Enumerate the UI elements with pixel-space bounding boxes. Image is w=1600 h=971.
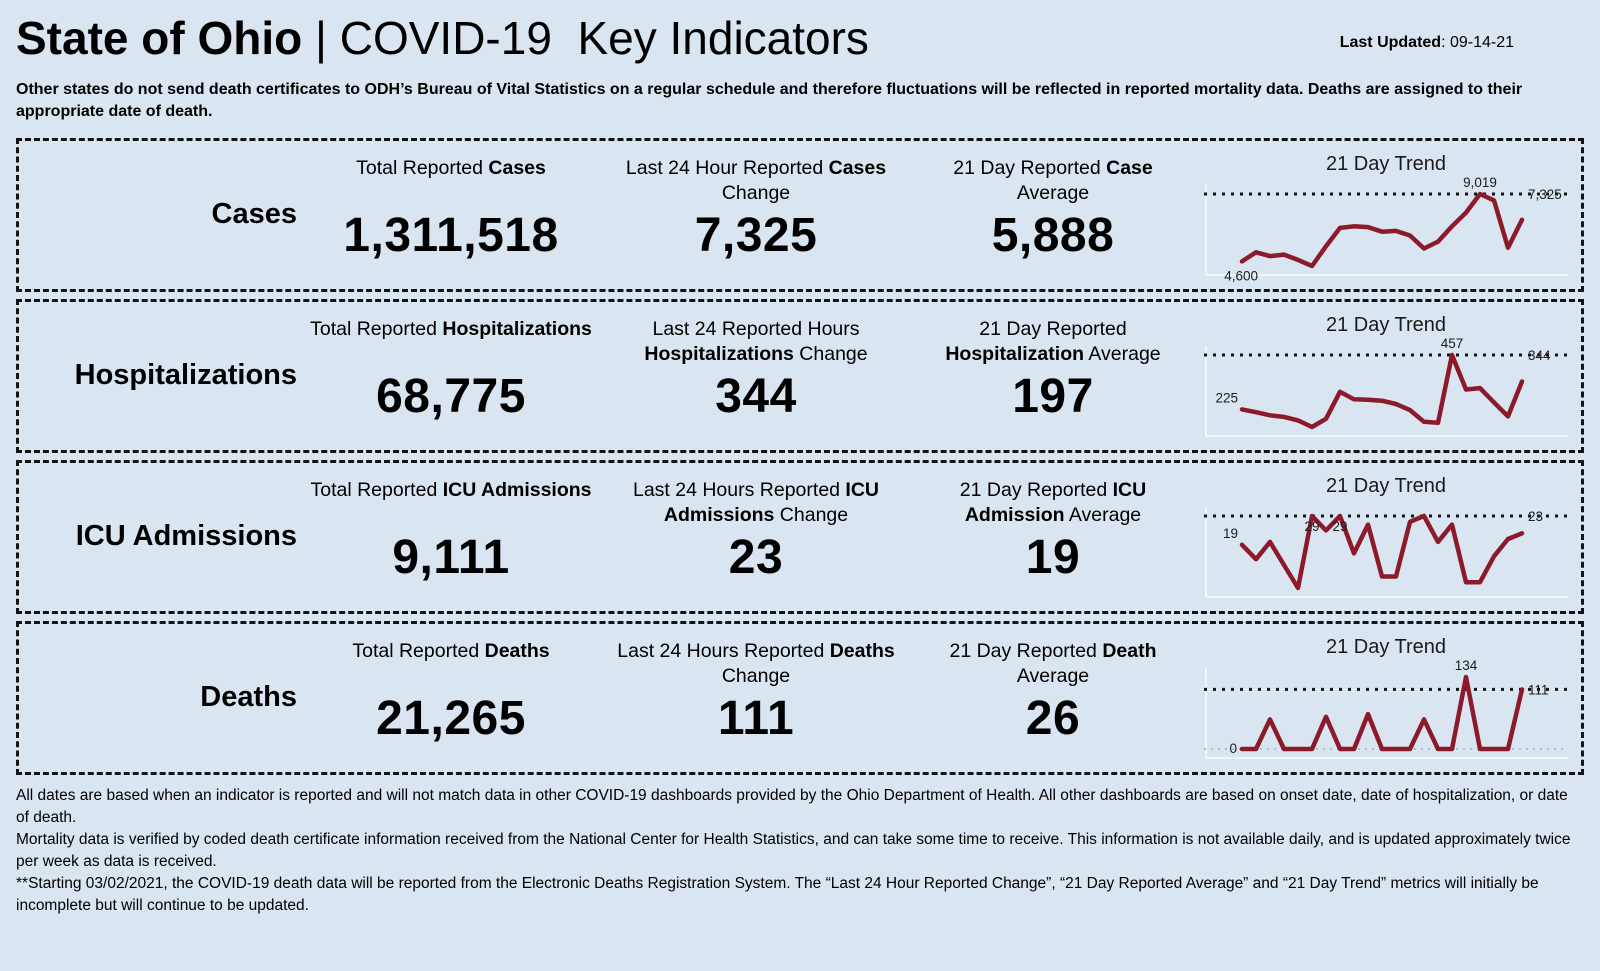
metric-value: 68,775 xyxy=(376,369,526,423)
metric-value: 197 xyxy=(1012,369,1094,423)
trend-title: 21 Day Trend xyxy=(1325,474,1447,497)
svg-text:4,600: 4,600 xyxy=(1224,268,1258,283)
deaths-trend-sparkline: 0 134 111 xyxy=(1204,658,1568,759)
svg-text:7,325: 7,325 xyxy=(1528,187,1562,202)
metric-header: Total Reported Deaths xyxy=(352,639,550,662)
header: State of Ohio | COVID-19 Key Indicators … xyxy=(16,0,1584,65)
trend-title: 21 Day Trend xyxy=(1325,313,1447,336)
svg-text:344: 344 xyxy=(1528,348,1551,363)
metric-header: 21 Day Reported Hospitalization Average xyxy=(945,317,1161,366)
hospitalizations-change-metric: Last 24 Reported Hours Hospitalizations … xyxy=(597,302,915,450)
svg-text:29: 29 xyxy=(1304,519,1319,534)
deaths-trend-panel: 21 Day Trend 0 134 111 xyxy=(1191,624,1581,772)
deaths-change-metric: Last 24 Hours Reported Deaths Change 111 xyxy=(597,624,915,772)
icu-admissions-panel: ICU Admissions Total Reported ICU Admiss… xyxy=(16,459,1584,614)
dashboard: State of Ohio | COVID-19 Key Indicators … xyxy=(16,0,1584,917)
metric-header: Total Reported Hospitalizations xyxy=(310,317,592,340)
trend-title: 21 Day Trend xyxy=(1325,152,1447,175)
svg-text:225: 225 xyxy=(1215,390,1238,405)
footer-note-dates: All dates are based when an indicator is… xyxy=(16,786,1568,826)
row-label-icu-admissions: ICU Admissions xyxy=(75,520,297,553)
indicator-rows: Cases Total Reported Cases 1,311,518 Las… xyxy=(16,137,1584,775)
cases-panel: Cases Total Reported Cases 1,311,518 Las… xyxy=(16,137,1584,292)
svg-text:111: 111 xyxy=(1528,682,1549,697)
metric-header: Last 24 Reported Hours Hospitalizations … xyxy=(644,317,868,366)
metric-value: 23 xyxy=(728,530,784,584)
metric-value: 5,888 xyxy=(991,208,1115,262)
hospitalizations-trend-sparkline: 225 457 344 xyxy=(1204,336,1568,437)
svg-text:19: 19 xyxy=(1223,525,1238,540)
row-label-cases: Cases xyxy=(211,198,297,231)
icu-trend-sparkline: 19 29 29 23 xyxy=(1204,506,1568,598)
cases-average-metric: 21 Day Reported Case Average 5,888 xyxy=(915,141,1191,289)
page-title: State of Ohio | COVID-19 Key Indicators xyxy=(16,12,869,64)
footer-notes: All dates are based when an indicator is… xyxy=(16,785,1576,917)
cases-trend-panel: 21 Day Trend 4,600 9,019 7,325 xyxy=(1191,141,1581,289)
cases-total-metric: Total Reported Cases 1,311,518 xyxy=(305,141,597,289)
metric-header: Last 24 Hour Reported Cases Change xyxy=(625,156,887,205)
cases-trend-sparkline: 4,600 9,019 7,325 xyxy=(1204,175,1568,283)
svg-text:0: 0 xyxy=(1229,741,1237,756)
last-updated: Last Updated: 09-14-21 xyxy=(1339,34,1514,51)
svg-text:23: 23 xyxy=(1528,509,1543,524)
metric-value: 9,111 xyxy=(392,530,510,584)
metric-header: Total Reported Cases xyxy=(356,156,546,179)
svg-text:457: 457 xyxy=(1441,336,1464,351)
mortality-disclaimer: Other states do not send death certifica… xyxy=(16,80,1523,121)
metric-value: 1,311,518 xyxy=(343,208,559,262)
svg-text:9,019: 9,019 xyxy=(1463,175,1497,190)
icu-total-metric: Total Reported ICU Admissions 9,111 xyxy=(305,463,597,611)
metric-value: 7,325 xyxy=(694,208,818,262)
metric-header: Last 24 Hours Reported Deaths Change xyxy=(617,639,895,688)
cases-change-metric: Last 24 Hour Reported Cases Change 7,325 xyxy=(597,141,915,289)
deaths-average-metric: 21 Day Reported Death Average 26 xyxy=(915,624,1191,772)
deaths-total-metric: Total Reported Deaths 21,265 xyxy=(305,624,597,772)
hospitalizations-panel: Hospitalizations Total Reported Hospital… xyxy=(16,298,1584,453)
metric-header: Last 24 Hours Reported ICU Admissions Ch… xyxy=(632,478,880,527)
deaths-panel: Deaths Total Reported Deaths 21,265 Last… xyxy=(16,620,1584,775)
metric-header: 21 Day Reported Death Average xyxy=(949,639,1157,688)
metric-value: 111 xyxy=(717,691,795,745)
footer-note-mortality: Mortality data is verified by coded deat… xyxy=(16,830,1571,870)
metric-header: 21 Day Reported ICU Admission Average xyxy=(959,478,1147,527)
row-label-deaths: Deaths xyxy=(200,681,297,714)
hospitalizations-trend-panel: 21 Day Trend 225 457 344 xyxy=(1191,302,1581,450)
metric-value: 344 xyxy=(715,369,797,423)
metric-value: 21,265 xyxy=(376,691,526,745)
footer-note-edrs: **Starting 03/02/2021, the COVID-19 deat… xyxy=(16,874,1539,914)
metric-value: 26 xyxy=(1025,691,1081,745)
hospitalizations-total-metric: Total Reported Hospitalizations 68,775 xyxy=(305,302,597,450)
icu-change-metric: Last 24 Hours Reported ICU Admissions Ch… xyxy=(597,463,915,611)
icu-average-metric: 21 Day Reported ICU Admission Average 19 xyxy=(915,463,1191,611)
icu-trend-panel: 21 Day Trend 19 29 29 23 xyxy=(1191,463,1581,611)
row-label-hospitalizations: Hospitalizations xyxy=(74,359,297,392)
svg-text:134: 134 xyxy=(1455,658,1478,673)
metric-header: 21 Day Reported Case Average xyxy=(953,156,1153,205)
metric-value: 19 xyxy=(1025,530,1081,584)
svg-text:29: 29 xyxy=(1332,519,1347,534)
hospitalizations-average-metric: 21 Day Reported Hospitalization Average … xyxy=(915,302,1191,450)
metric-header: Total Reported ICU Admissions xyxy=(310,478,592,501)
trend-title: 21 Day Trend xyxy=(1325,635,1447,658)
